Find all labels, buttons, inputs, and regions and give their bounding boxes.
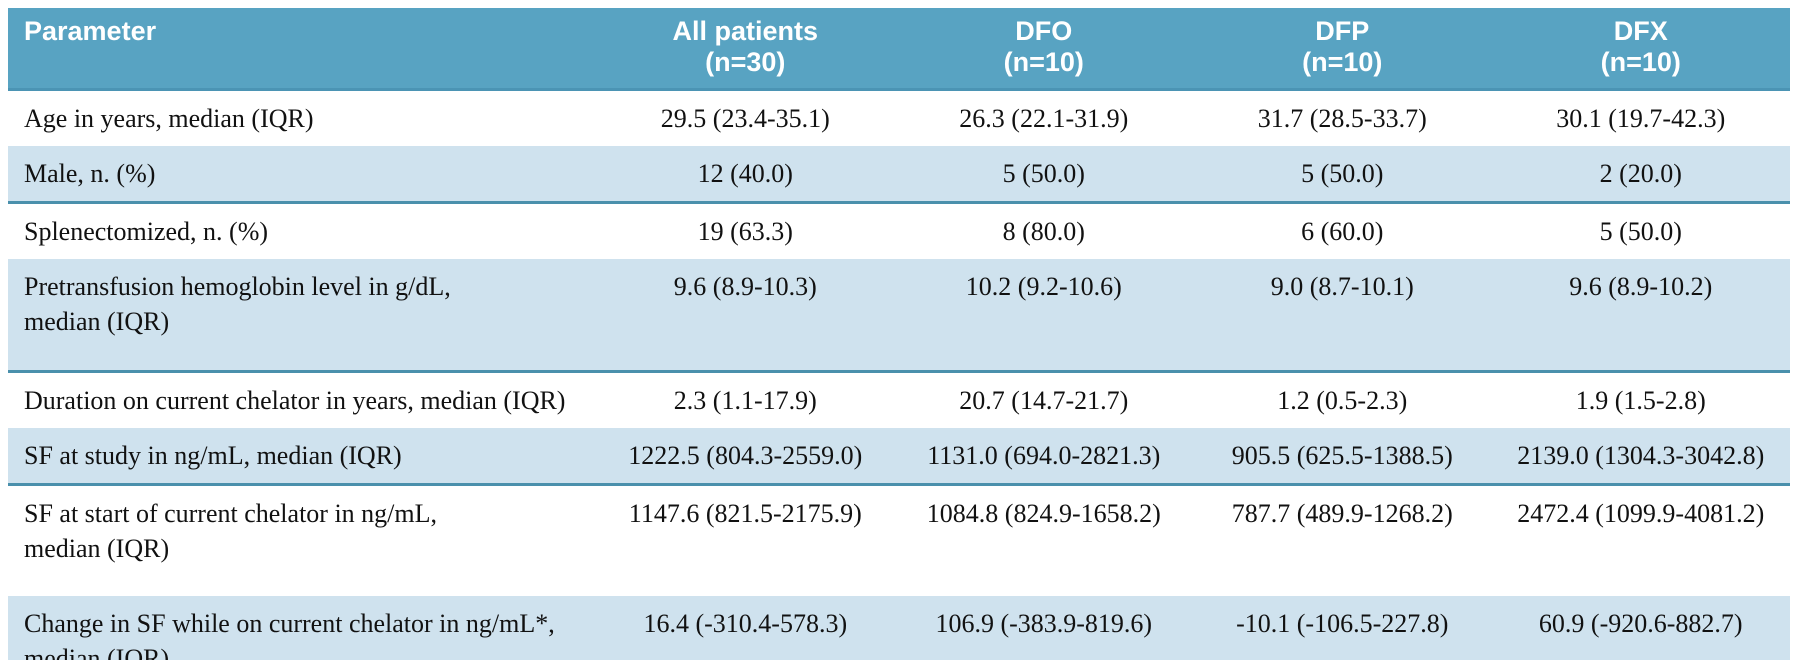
header-all-patients-n: (n=30)	[705, 47, 786, 78]
row-value-dfo: 1084.8 (824.9-1658.2)	[894, 484, 1194, 596]
table-row-sf-at-start: SF at start of current chelator in ng/mL…	[8, 484, 1790, 596]
row-value-dfp: -10.1 (-106.5-227.8)	[1193, 595, 1492, 660]
row-value-dfo: 20.7 (14.7-21.7)	[894, 371, 1194, 428]
header-row: Parameter All patients (n=30) DFO (n=10)…	[8, 8, 1790, 92]
table-row-male: Male, n. (%) 12 (40.0) 5 (50.0) 5 (50.0)…	[8, 146, 1790, 205]
row-value-all: 12 (40.0)	[596, 146, 895, 205]
row-value-dfo: 26.3 (22.1-31.9)	[894, 89, 1194, 147]
table-row-change-in-sf: Change in SF while on current chelator i…	[8, 595, 1790, 660]
row-value-dfo: 5 (50.0)	[894, 146, 1194, 205]
header-parameter-label: Parameter	[24, 16, 157, 46]
row-value-dfp: 1.2 (0.5-2.3)	[1193, 371, 1492, 428]
row-value-all: 9.6 (8.9-10.3)	[596, 259, 895, 373]
header-all-patients: All patients (n=30)	[596, 8, 895, 92]
row-value-dfo: 106.9 (-383.9-819.6)	[894, 595, 1194, 660]
row-value-dfp: 787.7 (489.9-1268.2)	[1193, 484, 1492, 596]
row-value-all: 16.4 (-310.4-578.3)	[596, 595, 895, 660]
row-param: Splenectomized, n. (%)	[8, 202, 597, 260]
row-value-dfx: 60.9 (-920.6-882.7)	[1491, 595, 1790, 660]
table-row-duration-chelator: Duration on current chelator in years, m…	[8, 371, 1790, 428]
row-value-dfx: 2 (20.0)	[1491, 146, 1790, 205]
row-value-dfx: 1.9 (1.5-2.8)	[1491, 371, 1790, 428]
table-row-age: Age in years, median (IQR) 29.5 (23.4-35…	[8, 89, 1790, 147]
row-value-dfo: 8 (80.0)	[894, 202, 1194, 260]
header-all-patients-title: All patients	[672, 16, 819, 46]
row-value-dfp: 31.7 (28.5-33.7)	[1193, 89, 1492, 147]
row-value-dfp: 9.0 (8.7-10.1)	[1193, 259, 1492, 373]
row-param: Duration on current chelator in years, m…	[8, 371, 597, 428]
row-value-dfp: 905.5 (625.5-1388.5)	[1193, 427, 1492, 486]
row-value-dfx: 2139.0 (1304.3-3042.8)	[1491, 427, 1790, 486]
row-value-all: 1147.6 (821.5-2175.9)	[596, 484, 895, 596]
row-param: Change in SF while on current chelator i…	[8, 595, 597, 660]
header-parameter: Parameter	[8, 8, 597, 92]
row-value-all: 2.3 (1.1-17.9)	[596, 371, 895, 428]
header-dfo-n: (n=10)	[1003, 47, 1084, 78]
row-value-all: 29.5 (23.4-35.1)	[596, 89, 895, 147]
row-value-dfx: 5 (50.0)	[1491, 202, 1790, 260]
row-value-all: 1222.5 (804.3-2559.0)	[596, 427, 895, 486]
row-value-dfo: 10.2 (9.2-10.6)	[894, 259, 1194, 373]
header-dfp-title: DFP	[1315, 16, 1370, 46]
table-row-splenectomized: Splenectomized, n. (%) 19 (63.3) 8 (80.0…	[8, 202, 1790, 260]
patient-characteristics-table: Parameter All patients (n=30) DFO (n=10)…	[8, 8, 1790, 660]
header-dfx-n: (n=10)	[1600, 47, 1681, 78]
table-header: Parameter All patients (n=30) DFO (n=10)…	[8, 8, 1790, 92]
header-dfo: DFO (n=10)	[894, 8, 1194, 92]
row-value-dfx: 2472.4 (1099.9-4081.2)	[1491, 484, 1790, 596]
row-param: SF at start of current chelator in ng/mL…	[8, 484, 597, 596]
header-dfx: DFX (n=10)	[1491, 8, 1790, 92]
row-value-dfo: 1131.0 (694.0-2821.3)	[894, 427, 1194, 486]
row-value-dfp: 6 (60.0)	[1193, 202, 1492, 260]
header-dfp-n: (n=10)	[1302, 47, 1383, 78]
row-value-dfp: 5 (50.0)	[1193, 146, 1492, 205]
row-value-dfx: 30.1 (19.7-42.3)	[1491, 89, 1790, 147]
row-value-all: 19 (63.3)	[596, 202, 895, 260]
row-param: Male, n. (%)	[8, 146, 597, 205]
header-dfo-title: DFO	[1015, 16, 1073, 46]
table-row-pretransfusion-hb: Pretransfusion hemoglobin level in g/dL,…	[8, 259, 1790, 373]
table-body: Age in years, median (IQR) 29.5 (23.4-35…	[8, 89, 1790, 660]
header-dfx-title: DFX	[1613, 16, 1668, 46]
row-param: Age in years, median (IQR)	[8, 89, 597, 147]
row-param: SF at study in ng/mL, median (IQR)	[8, 427, 597, 486]
header-dfp: DFP (n=10)	[1193, 8, 1492, 92]
table-row-sf-at-study: SF at study in ng/mL, median (IQR) 1222.…	[8, 427, 1790, 486]
row-value-dfx: 9.6 (8.9-10.2)	[1491, 259, 1790, 373]
row-param: Pretransfusion hemoglobin level in g/dL,…	[8, 259, 597, 373]
